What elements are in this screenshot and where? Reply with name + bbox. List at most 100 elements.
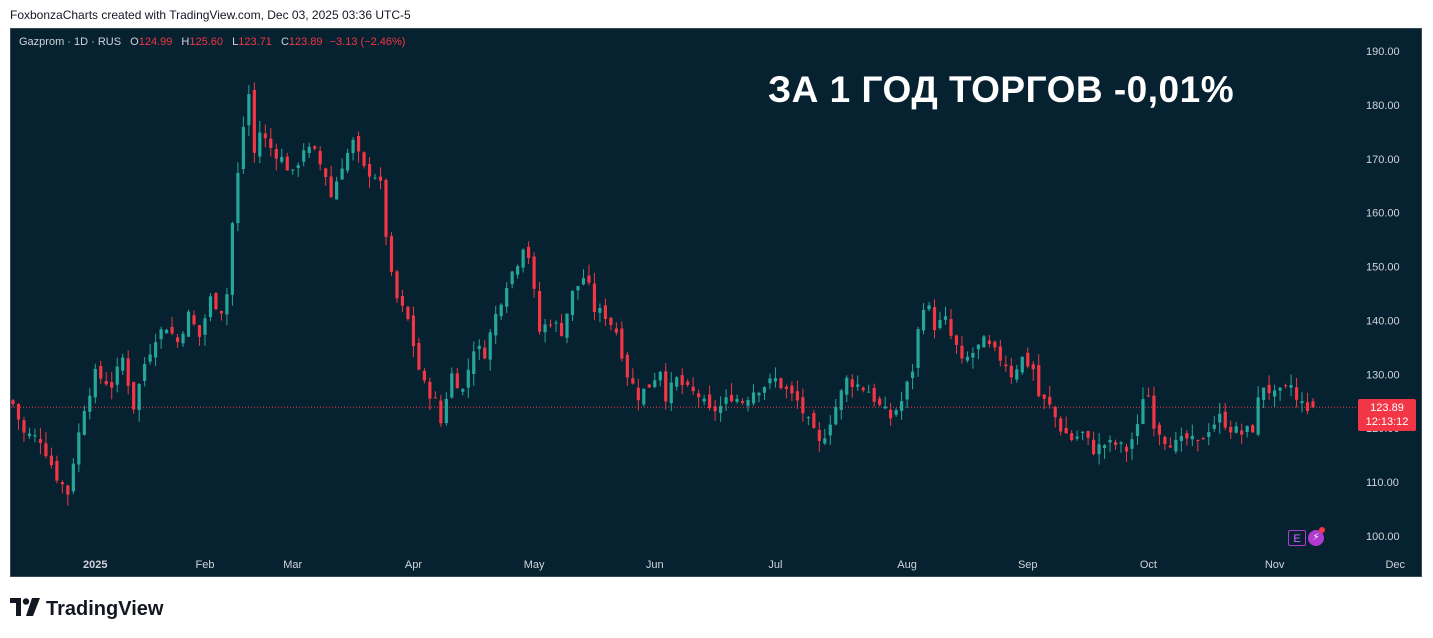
candle xyxy=(345,148,350,174)
candle-body xyxy=(724,397,728,404)
candle-body xyxy=(647,384,651,388)
candle-body xyxy=(186,311,191,337)
candle xyxy=(1267,375,1271,400)
candle xyxy=(197,324,202,346)
candle xyxy=(356,131,361,163)
candle-body xyxy=(773,378,778,382)
candle xyxy=(362,151,366,169)
candle-body xyxy=(1163,437,1167,445)
candle-body xyxy=(735,398,739,402)
candlestick-chart[interactable]: 190.00 180.00 170.00 160.00 150.00 140.00 130.… xyxy=(11,29,1422,577)
candle-body xyxy=(22,420,26,433)
candle xyxy=(280,148,284,164)
candle xyxy=(1124,443,1129,462)
candle-body xyxy=(1020,356,1024,373)
candle xyxy=(861,386,865,393)
candle xyxy=(971,347,975,369)
tradingview-logo-text: TradingView xyxy=(46,597,164,620)
candle xyxy=(44,431,48,459)
candle xyxy=(729,383,734,403)
candle-body xyxy=(1053,406,1057,418)
candle xyxy=(1130,432,1134,460)
candle xyxy=(1119,440,1123,453)
candle xyxy=(642,388,646,407)
candle xyxy=(38,427,43,455)
candle xyxy=(1256,386,1260,437)
candle-body xyxy=(713,406,717,412)
candle-body xyxy=(351,139,355,154)
candle-body xyxy=(280,156,284,162)
candle-body xyxy=(910,371,915,378)
candle xyxy=(428,377,432,411)
candle-body xyxy=(313,146,317,149)
candle xyxy=(483,340,487,360)
candle-body xyxy=(856,384,860,387)
candle-body xyxy=(66,485,70,495)
candle-body xyxy=(1108,439,1112,443)
candle xyxy=(329,165,333,199)
earnings-badge[interactable]: E xyxy=(1288,530,1306,546)
candle xyxy=(115,357,119,393)
candle xyxy=(1020,356,1024,375)
candle xyxy=(285,152,289,171)
candle xyxy=(241,116,245,174)
candle-body xyxy=(154,342,158,358)
candle xyxy=(93,363,97,404)
candle xyxy=(126,350,130,395)
candle xyxy=(784,384,789,399)
y-tick-label: 160.00 xyxy=(1366,208,1400,220)
candle xyxy=(675,375,679,391)
candle xyxy=(900,391,904,420)
candle xyxy=(1294,378,1299,408)
candle xyxy=(422,367,426,384)
candle xyxy=(554,320,558,333)
flash-icon[interactable]: ⚡ xyxy=(1308,530,1324,546)
candle xyxy=(307,142,311,159)
candle-body xyxy=(389,235,394,272)
candle xyxy=(461,388,465,396)
candle xyxy=(192,310,196,326)
candle xyxy=(1102,444,1107,459)
candle-body xyxy=(395,271,399,299)
candle xyxy=(466,358,470,398)
candle xyxy=(1091,431,1096,456)
candle xyxy=(905,380,909,409)
candle-body xyxy=(291,169,295,171)
candle xyxy=(1141,387,1145,425)
legend-open-label: O xyxy=(130,36,139,48)
candle-body xyxy=(971,352,975,358)
candle xyxy=(340,158,344,180)
candle xyxy=(883,396,887,410)
candle-body xyxy=(521,249,525,268)
candle-body xyxy=(236,173,240,224)
candle-body xyxy=(362,152,366,166)
candle-body xyxy=(642,388,646,405)
candle-body xyxy=(1207,432,1211,437)
candle-body xyxy=(1245,426,1249,432)
chart-frame[interactable]: 190.00 180.00 170.00 160.00 150.00 140.00 130.… xyxy=(10,28,1422,577)
candle-body xyxy=(269,138,273,148)
candle-body xyxy=(943,316,948,320)
candle-body xyxy=(340,168,344,180)
candle xyxy=(351,137,355,161)
candle xyxy=(104,372,108,386)
candle-body xyxy=(11,400,15,405)
candle xyxy=(170,316,174,336)
candle-body xyxy=(779,378,783,389)
candle-body xyxy=(543,324,547,333)
candle-body xyxy=(976,344,981,350)
last-price-value: 123.89 xyxy=(1370,402,1404,414)
candle xyxy=(570,290,575,322)
candle-body xyxy=(1130,439,1134,449)
candle xyxy=(1262,387,1266,409)
tradingview-logo[interactable]: TradingView xyxy=(10,596,163,622)
candle xyxy=(66,484,70,506)
candle xyxy=(395,269,399,303)
candle xyxy=(1070,430,1074,442)
candle-body xyxy=(636,387,640,401)
candle xyxy=(987,334,991,348)
candle-body xyxy=(428,381,432,399)
candle-body xyxy=(921,309,926,331)
candle-body xyxy=(867,391,871,393)
candle-body xyxy=(285,156,289,171)
